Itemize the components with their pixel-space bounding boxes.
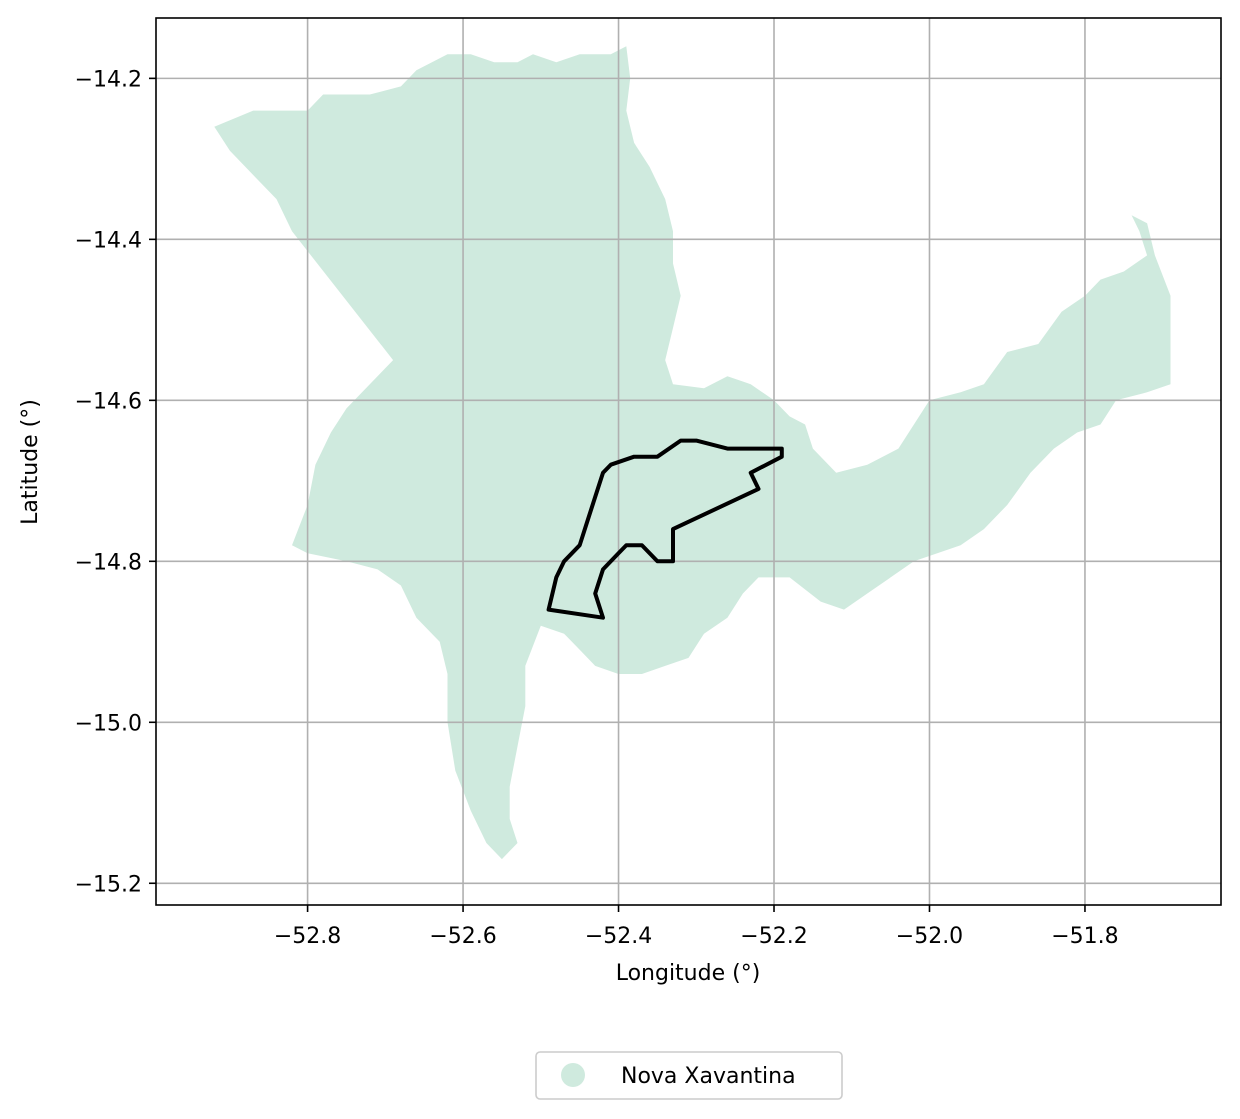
y-tick-label-5: −15.2 (75, 872, 142, 897)
legend: Nova Xavantina (535, 1051, 843, 1100)
area-outline (546, 438, 784, 620)
y-axis-label: Latitude (°) (18, 399, 43, 525)
y-tick-label-3: −14.8 (75, 550, 142, 575)
plot-area (156, 18, 1221, 905)
x-tick-label-0: −52.8 (274, 924, 341, 949)
x-axis-ticks: −52.8 −52.6 −52.4 −52.2 −52.0 −51.8 (274, 905, 1119, 949)
y-tick-label-1: −14.4 (75, 228, 142, 253)
x-tick-label-4: −52.0 (896, 924, 963, 949)
x-tick-label-2: −52.4 (585, 924, 652, 949)
x-tick-label-1: −52.6 (429, 924, 496, 949)
axes-frame (155, 17, 1222, 906)
y-tick-label-0: −14.2 (75, 67, 142, 92)
legend-frame (535, 1051, 843, 1100)
grid-lines (156, 18, 1221, 905)
y-axis-ticks: −14.2 −14.4 −14.6 −14.8 −15.0 −15.2 (75, 67, 156, 897)
x-tick-label-5: −51.8 (1051, 924, 1118, 949)
x-tick-label-3: −52.2 (740, 924, 807, 949)
y-tick-label-2: −14.6 (75, 389, 142, 414)
legend-label: Nova Xavantina (621, 1064, 796, 1089)
nova-xavantina-region (214, 46, 1171, 860)
x-axis-label: Longitude (°) (616, 961, 761, 986)
y-tick-label-4: −15.0 (75, 711, 142, 736)
legend-marker (561, 1063, 585, 1087)
